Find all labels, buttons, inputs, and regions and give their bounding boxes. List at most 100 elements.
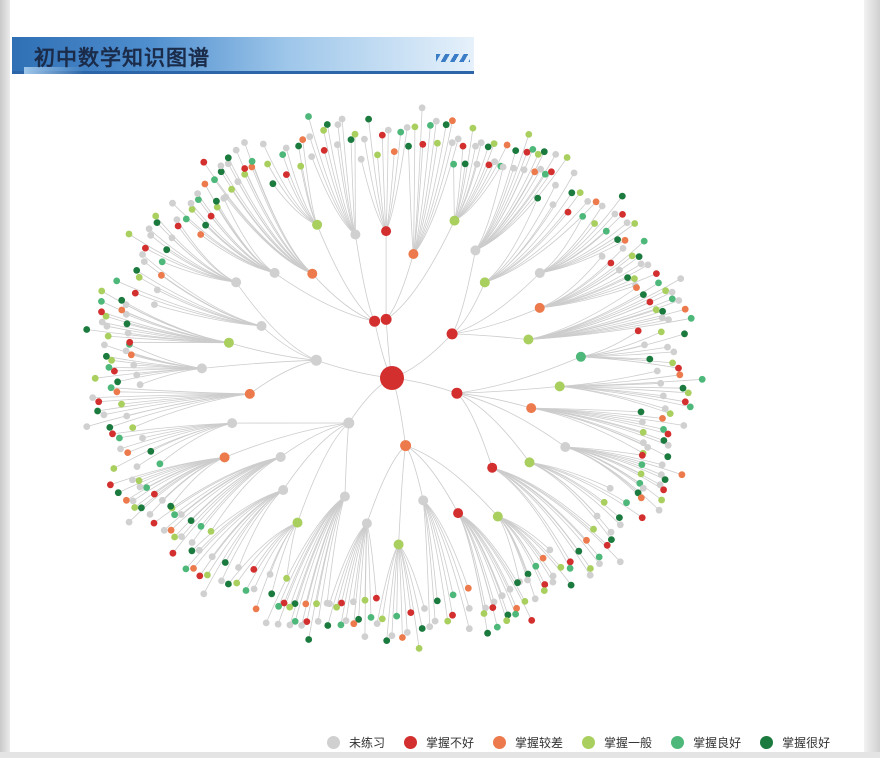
knowledge-node-leaf[interactable] [680, 422, 688, 429]
knowledge-node-leaf[interactable] [639, 428, 647, 436]
knowledge-node-leaf[interactable] [283, 574, 290, 582]
knowledge-node-leaf[interactable] [557, 563, 565, 571]
knowledge-node-leaf[interactable] [624, 274, 631, 281]
knowledge-node-leaf[interactable] [421, 605, 428, 612]
legend-item-average[interactable]: 掌握一般 [582, 734, 652, 751]
legend-item-excellent[interactable]: 掌握很好 [760, 734, 830, 751]
knowledge-node-leaf[interactable] [485, 161, 493, 169]
knowledge-node-leaf[interactable] [512, 147, 520, 155]
knowledge-node-leaf[interactable] [659, 307, 666, 315]
knowledge-node-leaf[interactable] [355, 615, 362, 623]
knowledge-node-leaf[interactable] [207, 212, 215, 220]
knowledge-node-leaf[interactable] [373, 594, 380, 602]
knowledge-node-leaf[interactable] [291, 618, 299, 625]
knowledge-node-leaf[interactable] [111, 367, 118, 375]
knowledge-node-leaf[interactable] [523, 148, 531, 156]
knowledge-node-leaf[interactable] [681, 330, 688, 338]
knowledge-node-leaf[interactable] [403, 124, 411, 131]
knowledge-node-level2[interactable] [479, 277, 490, 288]
knowledge-node-leaf[interactable] [266, 570, 274, 578]
knowledge-node-leaf[interactable] [106, 424, 114, 431]
knowledge-node-leaf[interactable] [681, 305, 689, 313]
knowledge-node-leaf[interactable] [616, 266, 623, 274]
knowledge-node-leaf[interactable] [361, 633, 369, 640]
knowledge-node-leaf[interactable] [592, 198, 600, 206]
knowledge-node-leaf[interactable] [434, 139, 441, 147]
knowledge-node-leaf[interactable] [279, 151, 287, 159]
knowledge-node-leaf[interactable] [241, 170, 249, 178]
knowledge-node-leaf[interactable] [275, 602, 282, 610]
knowledge-node-leaf[interactable] [286, 621, 294, 629]
knowledge-node-leaf[interactable] [129, 424, 137, 431]
knowledge-node-leaf[interactable] [334, 121, 342, 128]
knowledge-node-leaf[interactable] [566, 564, 574, 572]
knowledge-node-leaf[interactable] [131, 504, 139, 511]
knowledge-node-leaf[interactable] [539, 554, 547, 562]
knowledge-node-leaf[interactable] [195, 196, 202, 204]
knowledge-node-leaf[interactable] [432, 117, 440, 125]
knowledge-node-leaf[interactable] [477, 139, 485, 147]
knowledge-node-level2[interactable] [219, 452, 230, 463]
knowledge-node-leaf[interactable] [498, 592, 506, 600]
knowledge-node-leaf[interactable] [521, 598, 529, 605]
knowledge-node-leaf[interactable] [262, 619, 270, 627]
knowledge-node-leaf[interactable] [224, 154, 232, 162]
knowledge-node-leaf[interactable] [167, 526, 175, 534]
knowledge-node-leaf[interactable] [600, 498, 608, 506]
knowledge-node-leaf[interactable] [133, 371, 141, 379]
knowledge-node-leaf[interactable] [506, 585, 514, 593]
knowledge-node-leaf[interactable] [611, 210, 619, 218]
knowledge-node-leaf[interactable] [504, 611, 512, 619]
knowledge-node-leaf[interactable] [211, 176, 218, 184]
knowledge-node-leaf[interactable] [583, 536, 590, 544]
knowledge-node-leaf[interactable] [89, 394, 97, 401]
knowledge-node-leaf[interactable] [490, 598, 498, 606]
knowledge-node-leaf[interactable] [449, 591, 457, 599]
knowledge-node-leaf[interactable] [83, 326, 91, 333]
knowledge-node-leaf[interactable] [233, 579, 241, 587]
knowledge-node-leaf[interactable] [549, 572, 557, 580]
knowledge-node-level2[interactable] [227, 418, 238, 429]
knowledge-node-leaf[interactable] [628, 252, 636, 260]
knowledge-node-leaf[interactable] [213, 203, 221, 211]
knowledge-node-leaf[interactable] [323, 121, 331, 128]
knowledge-node-level2[interactable] [492, 511, 503, 522]
knowledge-node-leaf[interactable] [659, 415, 666, 422]
knowledge-node-leaf[interactable] [150, 519, 158, 527]
knowledge-node-leaf[interactable] [174, 222, 182, 230]
knowledge-node-level2[interactable] [196, 363, 207, 374]
knowledge-node-leaf[interactable] [668, 288, 676, 296]
knowledge-node-leaf[interactable] [634, 489, 642, 497]
knowledge-node-leaf[interactable] [484, 629, 491, 637]
knowledge-node-leaf[interactable] [399, 634, 406, 641]
knowledge-node-leaf[interactable] [200, 590, 208, 598]
knowledge-node-leaf[interactable] [259, 140, 267, 148]
knowledge-node-leaf[interactable] [250, 566, 258, 573]
knowledge-node-leaf[interactable] [684, 389, 692, 397]
knowledge-node-leaf[interactable] [361, 596, 369, 604]
knowledge-node-leaf[interactable] [531, 595, 539, 603]
knowledge-node-leaf[interactable] [397, 128, 405, 136]
knowledge-node-leaf[interactable] [664, 441, 672, 449]
knowledge-node-leaf[interactable] [646, 355, 654, 363]
knowledge-node-leaf[interactable] [658, 314, 666, 322]
knowledge-node-leaf[interactable] [619, 245, 627, 252]
knowledge-node-leaf[interactable] [442, 121, 450, 129]
knowledge-node-leaf[interactable] [616, 558, 624, 566]
knowledge-node-leaf[interactable] [570, 169, 578, 177]
knowledge-node-leaf[interactable] [660, 392, 667, 400]
knowledge-node-leaf[interactable] [136, 483, 144, 491]
knowledge-node-leaf[interactable] [125, 518, 133, 526]
knowledge-node-leaf[interactable] [427, 122, 434, 129]
knowledge-node-leaf[interactable] [187, 517, 195, 524]
knowledge-node-leaf[interactable] [101, 341, 108, 349]
knowledge-node-leaf[interactable] [126, 338, 134, 346]
knowledge-node-leaf[interactable] [178, 533, 185, 540]
knowledge-node-leaf[interactable] [491, 158, 498, 166]
knowledge-node-leaf[interactable] [98, 318, 106, 326]
knowledge-node-leaf[interactable] [653, 367, 661, 375]
knowledge-node-leaf[interactable] [232, 146, 240, 154]
knowledge-node-leaf[interactable] [190, 565, 197, 572]
knowledge-node-leaf[interactable] [418, 104, 426, 112]
knowledge-node-level2[interactable] [244, 388, 255, 399]
